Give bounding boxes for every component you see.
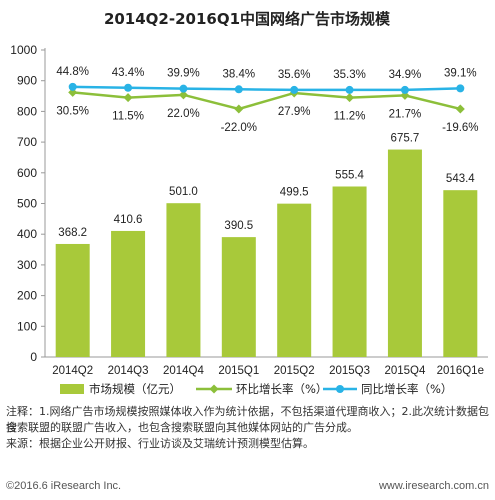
bar [55, 243, 90, 357]
x-tick-label: 2015Q4 [384, 365, 426, 377]
mom-growth-data-label: 22.0% [167, 108, 200, 120]
x-tick-label: 2015Q1 [218, 365, 259, 377]
bar [111, 230, 146, 357]
yoy-growth-point [345, 85, 354, 94]
x-tick-label: 2014Q4 [163, 365, 205, 377]
mom-growth-data-label: 21.7% [389, 108, 422, 120]
yoy-growth-data-label: 44.8% [56, 66, 89, 78]
legend-label-market-size: 市场规模（亿元） [89, 382, 181, 396]
yoy-growth-point [234, 85, 243, 94]
yoy-growth-data-label: 38.4% [223, 68, 256, 80]
line-series: 30.5% 11.5% 22.0% -22.0% 27.9% 11.2% 21.7% -19.… [56, 66, 478, 134]
legend-swatch-bar [60, 384, 84, 394]
bar-data-label: 543.4 [446, 173, 475, 185]
yoy-growth-data-label: 34.9% [389, 69, 422, 81]
y-tick-label: 900 [17, 74, 37, 88]
mom-growth-data-label: 11.5% [112, 111, 144, 123]
y-tick-label: 100 [17, 319, 37, 333]
y-tick-label: 800 [17, 104, 37, 118]
bar-data-label: 368.2 [58, 227, 87, 239]
x-tick-label: 2015Q2 [274, 365, 315, 377]
note-line-1: 注释：1.网络广告市场规模按照媒体收入作为统计依据，不包括渠道代理商收入；2.此… [6, 405, 489, 434]
x-tick-label: 2014Q2 [52, 365, 93, 377]
yoy-growth-point [179, 84, 188, 93]
legend-swatch-mom-marker [209, 384, 219, 394]
legend-label-yoy-growth: 同比增长率（%） [361, 382, 452, 396]
mom-growth-point [455, 104, 465, 114]
yoy-growth-point [456, 84, 465, 93]
bar [387, 149, 422, 357]
yoy-growth-data-label: 35.3% [333, 69, 366, 81]
bar-data-label: 390.5 [224, 220, 253, 232]
y-axis: 0 100 200 300 400 500 600 700 800 900 1000 [10, 43, 46, 364]
source-line: 来源：根据企业公开财报、行业访谈及艾瑞统计预测模型估算。 [6, 437, 314, 450]
yoy-growth-point [400, 85, 409, 94]
chart-title: 2014Q2-2016Q1中国网络广告市场规模 [104, 10, 391, 28]
y-tick-label: 500 [17, 197, 37, 211]
mom-growth-point [123, 93, 133, 103]
yoy-growth-data-label: 39.9% [167, 68, 200, 80]
legend-swatch-yoy-marker [336, 385, 344, 393]
yoy-growth-data-label: 43.4% [112, 67, 145, 79]
bar [443, 190, 478, 357]
mom-growth-data-label: 27.9% [278, 106, 311, 118]
mom-growth-point [178, 90, 188, 100]
yoy-growth-point [68, 82, 77, 91]
mom-growth-data-label: -22.0% [221, 122, 257, 134]
y-tick-label: 0 [30, 350, 37, 364]
bar-series: 368.2 410.6 501.0 390.5 499.5 555.4 675.7 543.4 [55, 133, 478, 357]
x-tick-label: 2014Q3 [108, 365, 149, 377]
yoy-growth-data-label: 39.1% [444, 67, 477, 79]
y-tick-label: 300 [17, 258, 37, 272]
footer-copyright: ©2016.6 iResearch Inc. [6, 480, 122, 492]
yoy-growth-point [124, 83, 133, 92]
mom-growth-point [345, 93, 355, 103]
yoy-growth-data-label: 35.6% [278, 69, 311, 81]
y-tick-label: 400 [17, 227, 37, 241]
yoy-growth-line [72, 85, 461, 92]
mom-growth-point [234, 104, 244, 114]
y-tick-label: 1000 [10, 43, 37, 57]
bar [332, 186, 367, 357]
bar-data-label: 555.4 [335, 169, 364, 181]
bar [277, 203, 312, 357]
mom-growth-data-label: -19.6% [442, 122, 478, 134]
x-tick-label: 2016Q1e [437, 365, 484, 377]
legend: 市场规模（亿元） 环比增长率（%） 同比增长率（%） [60, 382, 452, 396]
mom-growth-data-label: 30.5% [56, 105, 89, 117]
y-tick-label: 600 [17, 166, 37, 180]
bar-data-label: 499.5 [280, 187, 309, 199]
y-tick-label: 700 [17, 135, 37, 149]
mom-growth-data-label: 11.2% [334, 111, 366, 123]
bar-data-label: 410.6 [114, 214, 143, 226]
footer-website: www.iresearch.com.cn [378, 480, 489, 492]
yoy-growth-point [290, 85, 299, 94]
x-axis: 2014Q2 2014Q3 2014Q4 2015Q1 2015Q2 2015Q3 2015… [45, 356, 488, 377]
x-tick-label: 2015Q3 [329, 365, 370, 377]
mom-growth-line [72, 91, 461, 111]
bar-data-label: 501.0 [169, 186, 198, 198]
bar-data-label: 675.7 [391, 133, 420, 145]
bar [221, 237, 256, 357]
y-tick-label: 200 [17, 289, 37, 303]
legend-label-mom-growth: 环比增长率（%） [236, 382, 327, 396]
bar [166, 203, 201, 357]
note-line-2: 搜索联盟的联盟广告收入，也包含搜索联盟向其他媒体网站的广告分成。 [6, 421, 358, 434]
